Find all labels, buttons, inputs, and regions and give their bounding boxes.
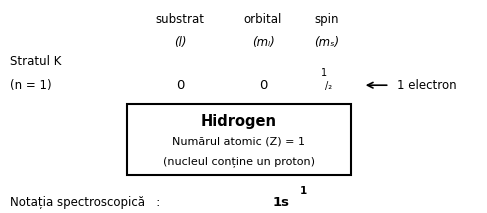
Text: Notația spectroscopică   :: Notația spectroscopică : [10,196,171,209]
Text: 1s: 1s [273,196,290,209]
Text: Numărul atomic (Z) = 1: Numărul atomic (Z) = 1 [172,137,305,147]
Text: spin: spin [314,13,338,26]
Text: 1: 1 [321,69,328,78]
Text: (mₗ): (mₗ) [252,36,274,49]
Text: (mₛ): (mₛ) [314,36,339,49]
Text: Hidrogen: Hidrogen [201,114,277,129]
Text: orbital: orbital [244,13,282,26]
Text: substrat: substrat [156,13,205,26]
Text: (l): (l) [174,36,187,49]
Text: (nucleul conține un proton): (nucleul conține un proton) [163,157,315,167]
Text: 0: 0 [176,79,185,92]
Text: Stratul K: Stratul K [10,55,61,68]
Text: /₂: /₂ [325,81,333,91]
Text: 1: 1 [300,186,307,196]
Text: 1 electron: 1 electron [397,79,456,92]
Text: (n = 1): (n = 1) [10,79,51,92]
Bar [127,104,351,175]
Text: 0: 0 [259,79,267,92]
